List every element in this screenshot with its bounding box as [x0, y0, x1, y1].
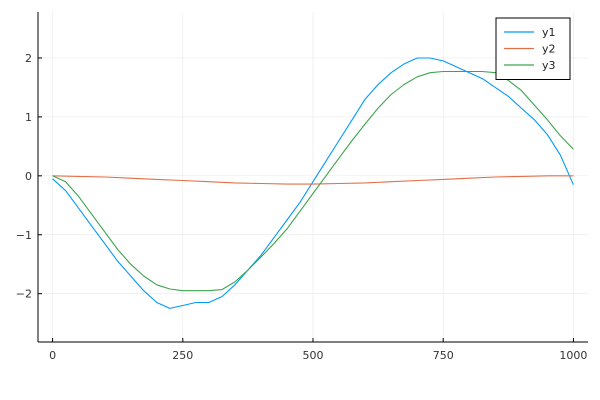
x-tick-labels: 0 250 500 750 1000	[49, 338, 587, 362]
y-tick-label-3: 1	[25, 111, 32, 124]
x-tick-label-2: 500	[303, 349, 324, 362]
series-line-y1	[52, 57, 574, 309]
x-tick-label-1: 250	[172, 349, 193, 362]
legend-label-y2: y2	[542, 43, 556, 56]
y-tick-label-0: −2	[16, 288, 32, 301]
legend-label-y1: y1	[542, 26, 556, 39]
x-tick-label-3: 750	[433, 349, 454, 362]
y-tick-label-2: 0	[25, 170, 32, 183]
legend-label-y3: y3	[542, 59, 556, 72]
y-tick-label-4: 2	[25, 52, 32, 65]
x-tick-label-0: 0	[49, 349, 56, 362]
series-layer	[52, 57, 574, 309]
y-tick-labels: −2 −1 0 1 2	[16, 52, 42, 301]
legend: y1 y2 y3	[495, 17, 571, 80]
series-line-y3	[52, 70, 574, 292]
x-tick-label-4: 1000	[559, 349, 587, 362]
series-line-y2	[52, 175, 574, 185]
y-tick-label-1: −1	[16, 229, 32, 242]
